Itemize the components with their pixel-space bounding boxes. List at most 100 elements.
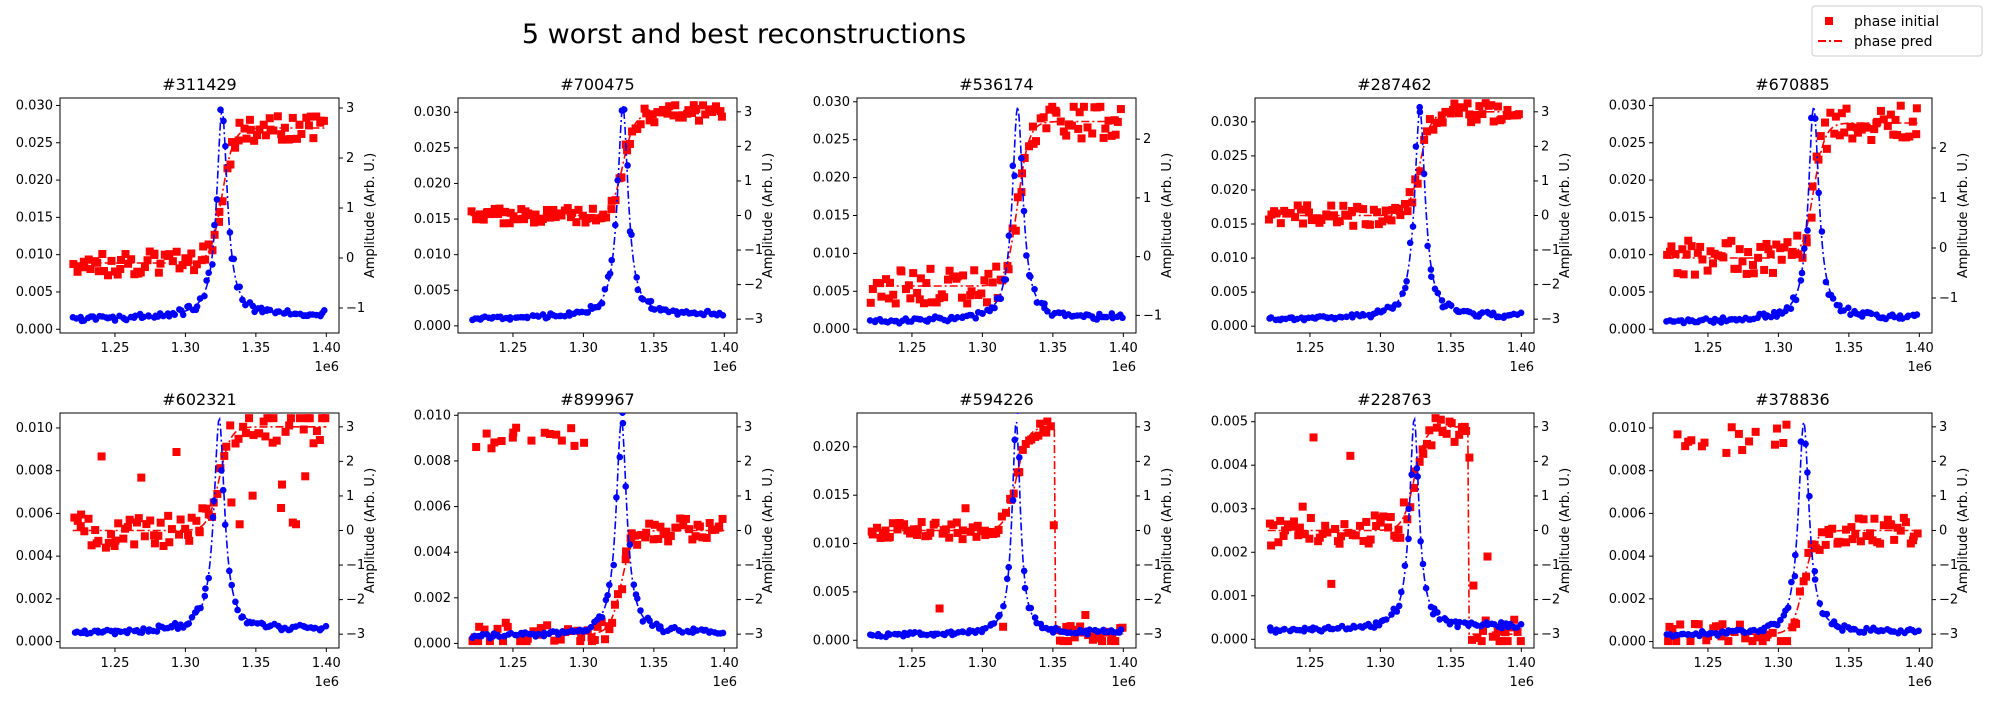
phase-initial-point (1883, 515, 1892, 524)
phase-initial-point (101, 543, 110, 552)
phase-initial-point (935, 604, 944, 613)
phase-initial-point (1295, 523, 1304, 532)
phase-initial-point (497, 436, 506, 445)
phase-initial-point (622, 547, 631, 556)
phase-initial-point (286, 414, 295, 423)
phase-initial-point (1011, 226, 1020, 235)
phase-initial-point (1514, 110, 1523, 119)
y-tick-label: 0.005 (813, 284, 850, 299)
y-tick-label: 0.025 (1609, 136, 1646, 151)
phase-initial-point (1773, 424, 1782, 433)
phase-initial-point (231, 439, 240, 448)
phase-initial-point (572, 218, 581, 227)
amplitude-initial-point (1018, 154, 1025, 162)
phase-initial-point (546, 430, 555, 439)
phase-initial-point (1682, 250, 1691, 259)
amplitude-initial-point (647, 297, 655, 305)
phase-initial-point (1837, 538, 1846, 547)
phase-initial-point (1763, 630, 1772, 639)
phase-initial-point (1413, 179, 1422, 188)
phase-initial-point (1673, 430, 1682, 439)
phase-initial-point (645, 519, 654, 528)
amplitude-initial-point (1806, 492, 1813, 500)
phase-initial-point (952, 518, 961, 527)
phase-initial-point (74, 262, 83, 271)
x-offset-label: 1e6 (1907, 360, 1932, 375)
x-tick-label: 1.30 (569, 656, 598, 671)
phase-initial-point (1075, 108, 1084, 117)
phase-pred-line (1267, 111, 1522, 217)
phase-initial-point (868, 285, 877, 294)
phase-initial-point (165, 250, 174, 259)
phase-initial-point (1359, 205, 1368, 214)
amplitude-initial-point (719, 629, 727, 637)
phase-initial-point (220, 451, 229, 460)
phase-initial-point (1431, 414, 1440, 423)
phase-initial-point (1460, 422, 1469, 431)
amplitude-initial-point (982, 625, 989, 632)
phase-initial-point (567, 424, 576, 433)
phase-initial-point (255, 125, 264, 134)
amplitude-initial-point (1044, 308, 1051, 315)
amplitude-initial-point (1784, 604, 1792, 611)
amplitude-initial-point (1424, 242, 1431, 250)
phase-initial-point (269, 126, 278, 135)
y2-tick-label: 0 (744, 209, 752, 224)
phase-initial-point (1510, 615, 1519, 624)
y-tick-label: 0.004 (16, 549, 53, 564)
y2-tick-label: −1 (1939, 558, 1958, 573)
phase-initial-point (1042, 124, 1051, 133)
amplitude-initial-point (996, 611, 1003, 619)
y2-axis-label: Amplitude (Arb. U.) (1160, 153, 1175, 278)
phase-initial-point (1868, 536, 1877, 545)
phase-initial-point (1318, 529, 1327, 538)
amplitude-initial-point (1000, 602, 1007, 610)
amplitude-initial-point (1816, 600, 1824, 607)
phase-initial-point (226, 160, 235, 169)
phase-initial-point (1795, 587, 1804, 596)
x-tick-label: 1.40 (312, 341, 341, 356)
phase-initial-point (1293, 201, 1302, 210)
phase-initial-point (176, 515, 185, 524)
phase-initial-point (472, 442, 481, 451)
phase-initial-point (1756, 242, 1765, 251)
phase-initial-point (259, 120, 268, 129)
amplitude-initial-point (634, 286, 642, 294)
y-tick-label: 0.002 (414, 591, 451, 606)
y-tick-label: 0.030 (16, 98, 53, 113)
x-tick-label: 1.25 (1295, 341, 1324, 356)
amplitude-initial-point (1422, 584, 1430, 592)
amplitude-initial-point (1402, 284, 1409, 292)
phase-initial-point (705, 518, 714, 527)
y-tick-label: 0.005 (16, 285, 53, 300)
phase-initial-point (1822, 144, 1831, 153)
phase-initial-point (1299, 219, 1308, 228)
phase-initial-point (909, 269, 918, 278)
y2-tick-label: 1 (1939, 489, 1947, 504)
phase-initial-point (1876, 106, 1885, 115)
y2-tick-label: −3 (346, 627, 365, 642)
phase-initial-point (508, 433, 517, 442)
phase-initial-point (557, 211, 566, 220)
phase-initial-point (110, 542, 119, 551)
phase-initial-point (593, 622, 602, 631)
phase-initial-point (586, 213, 595, 222)
phase-initial-point (1276, 219, 1285, 228)
amplitude-initial-point (608, 256, 615, 264)
phase-initial-point (642, 109, 651, 118)
phase-initial-point (1088, 635, 1097, 644)
phase-initial-point (1340, 520, 1349, 529)
phase-initial-point (286, 134, 295, 143)
phase-initial-point (1376, 518, 1385, 527)
phase-initial-point (967, 287, 976, 296)
amplitude-initial-point (1414, 473, 1421, 480)
phase-initial-point (1056, 117, 1065, 126)
phase-initial-point (1912, 130, 1921, 139)
phase-initial-point (116, 265, 125, 274)
phase-initial-point (633, 540, 642, 549)
x-tick-label: 1.35 (1038, 341, 1067, 356)
x-tick-label: 1.30 (1764, 341, 1793, 356)
phase-initial-point (992, 262, 1001, 271)
phase-initial-point (1666, 247, 1675, 256)
amplitude-initial-point (626, 541, 634, 548)
